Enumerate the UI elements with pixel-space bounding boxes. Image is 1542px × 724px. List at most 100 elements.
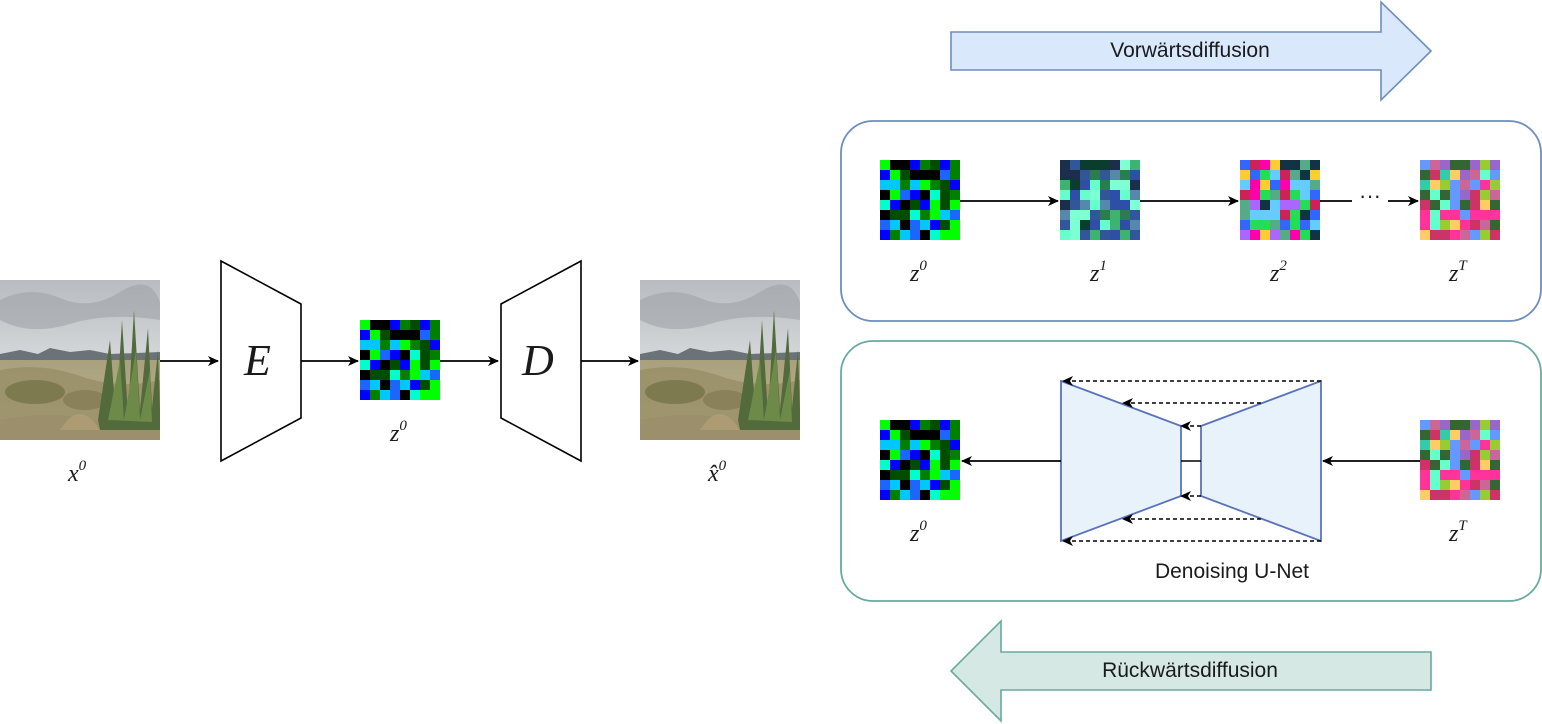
latent-pixel <box>1080 160 1090 170</box>
latent-pixel <box>1100 220 1110 230</box>
latent-pixel <box>920 210 930 220</box>
latent-pixel <box>900 200 910 210</box>
latent-pixel <box>1450 460 1460 470</box>
latent-pixel <box>880 230 890 240</box>
latent-pixel <box>1280 210 1290 220</box>
latent-pixel <box>920 430 930 440</box>
latent-pixel <box>1120 160 1130 170</box>
latent-pixel <box>1480 490 1490 500</box>
latent-pixel <box>890 210 900 220</box>
latent-pixel <box>1450 180 1460 190</box>
latent-pixel <box>1300 210 1310 220</box>
latent-pixel <box>1470 230 1480 240</box>
latent-pixel <box>420 320 430 330</box>
latent-pixel <box>880 160 890 170</box>
latent-pixel <box>930 480 940 490</box>
latent-pixel <box>1430 180 1440 190</box>
latent-pixel <box>400 390 410 400</box>
latent-pixel <box>1130 180 1140 190</box>
latent-pixel <box>1300 220 1310 230</box>
latent-pixel <box>1250 220 1260 230</box>
latent-pixel <box>430 370 440 380</box>
latent-pixel <box>920 190 930 200</box>
latent-pixel <box>920 460 930 470</box>
latent-pixel <box>410 390 420 400</box>
latent-pixel <box>890 230 900 240</box>
latent-pixel <box>930 470 940 480</box>
latent-pixel <box>920 490 930 500</box>
latent-pixel <box>1100 170 1110 180</box>
latent-pixel <box>1080 210 1090 220</box>
latent-pixel <box>900 450 910 460</box>
latent-pixel <box>910 450 920 460</box>
latent-pixel <box>410 350 420 360</box>
latent-pixel <box>1120 170 1130 180</box>
latent-pixel <box>930 440 940 450</box>
latent-pixel <box>1430 430 1440 440</box>
latent-pixel <box>1110 200 1120 210</box>
latent-pixel <box>950 180 960 190</box>
latent-pixel <box>1310 160 1320 170</box>
latent-pixel <box>370 350 380 360</box>
latent-label-z2: z2 <box>1269 258 1287 287</box>
latent-pixel <box>1420 430 1430 440</box>
latent-pixel <box>390 390 400 400</box>
latent-pixel <box>940 450 950 460</box>
latent-pixel <box>1470 480 1480 490</box>
latent-pixel <box>1120 230 1130 240</box>
latent-pixel <box>940 190 950 200</box>
latent-pixel <box>1060 210 1070 220</box>
latent-pixel <box>930 460 940 470</box>
latent-pixel <box>420 380 430 390</box>
latent-pixel <box>1310 230 1320 240</box>
latent-pixel <box>950 420 960 430</box>
reverse-process-box <box>840 340 1542 602</box>
latent-pixel <box>1310 170 1320 180</box>
latent-pixel <box>1480 440 1490 450</box>
latent-pixel <box>370 390 380 400</box>
forward-diffusion-arrow <box>950 0 1433 102</box>
latent-pixel <box>1470 170 1480 180</box>
latent-pixel <box>1470 210 1480 220</box>
latent-pixel <box>1080 200 1090 210</box>
latent-pixel <box>1120 220 1130 230</box>
latent-pixel <box>380 350 390 360</box>
latent-pixel <box>930 200 940 210</box>
latent-pixel <box>390 370 400 380</box>
latent-pixel <box>1440 230 1450 240</box>
latent-pixel <box>410 360 420 370</box>
latent-pixel <box>1130 210 1140 220</box>
latent-pixel <box>420 350 430 360</box>
latent-pixel <box>930 220 940 230</box>
latent-pixel <box>880 440 890 450</box>
latent-pixel <box>880 480 890 490</box>
latent-pixel <box>930 170 940 180</box>
latent-pixel <box>370 360 380 370</box>
latent-pixel <box>1130 220 1140 230</box>
latent-pixel <box>1120 210 1130 220</box>
latent-pixel <box>1260 160 1270 170</box>
latent-pixel <box>1270 230 1280 240</box>
input-image <box>0 280 160 440</box>
latent-pixel <box>1070 230 1080 240</box>
latent-pixel <box>1070 170 1080 180</box>
latent-pixel <box>1090 160 1100 170</box>
latent-pixel <box>1090 180 1100 190</box>
latent-pixel <box>430 350 440 360</box>
latent-pixel <box>370 340 380 350</box>
latent-pixel <box>1420 450 1430 460</box>
output-image <box>640 280 800 440</box>
latent-pixel <box>1240 160 1250 170</box>
latent-pixel <box>900 210 910 220</box>
latent-pixel <box>370 330 380 340</box>
latent-pixel <box>910 160 920 170</box>
latent-pixel <box>380 320 390 330</box>
latent-pixel <box>1130 200 1140 210</box>
latent-pixel <box>1290 160 1300 170</box>
latent-pixel <box>400 350 410 360</box>
latent-pixel <box>390 330 400 340</box>
latent-grid-center <box>360 320 440 400</box>
latent-pixel <box>1070 200 1080 210</box>
latent-pixel <box>940 470 950 480</box>
latent-pixel <box>410 340 420 350</box>
